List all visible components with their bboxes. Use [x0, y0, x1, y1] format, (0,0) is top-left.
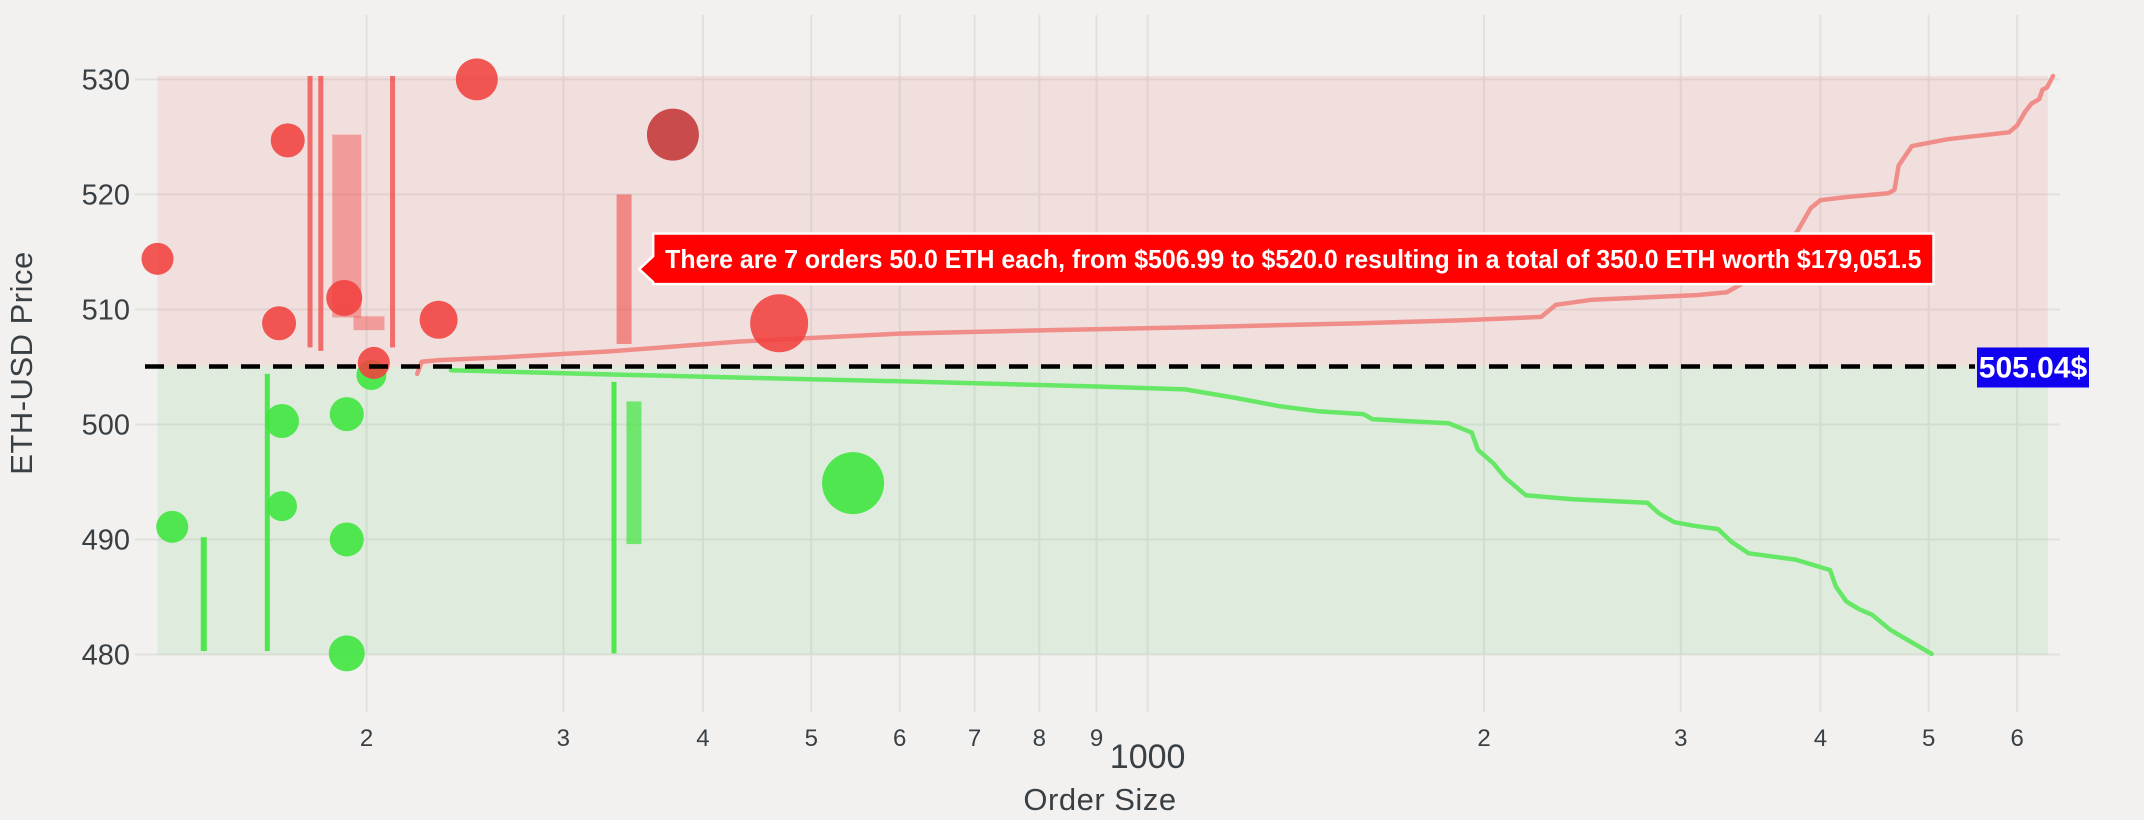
x-tick-label: 5 [1922, 725, 1935, 752]
bid-region [157, 366, 2048, 655]
x-tick-label: 4 [696, 725, 709, 752]
bid-order-bubble[interactable] [264, 404, 299, 439]
order-annotation-box [637, 232, 1935, 286]
ask-order-bubble[interactable] [357, 346, 390, 379]
y-tick-label: 530 [82, 64, 130, 96]
mid-price-label: 505.04$ [1979, 351, 2088, 384]
bid-order-bubble[interactable] [822, 452, 885, 515]
x-tick-label: 7 [968, 725, 981, 752]
y-tick-label: 480 [82, 639, 130, 671]
ask-order-bar[interactable] [390, 75, 396, 348]
y-axis-title: ETH-USD Price [4, 251, 39, 475]
ask-order-bubble[interactable] [646, 108, 699, 161]
ask-order-bar[interactable] [353, 316, 385, 331]
bid-order-bar[interactable] [611, 381, 617, 654]
y-tick-label: 500 [82, 409, 130, 441]
x-tick-label: 4 [1814, 725, 1827, 752]
y-tick-label: 490 [82, 524, 130, 556]
x-axis-title: Order Size [1023, 782, 1177, 817]
mid-price-label-box [1977, 347, 2089, 388]
x-tick-label: 2 [360, 725, 373, 752]
bid-order-bar[interactable] [200, 537, 207, 652]
ask-order-bubble[interactable] [141, 242, 174, 275]
x-tick-label: 6 [893, 725, 906, 752]
ask-order-bubble[interactable] [419, 300, 458, 339]
bid-order-bubble[interactable] [329, 522, 364, 557]
bid-order-bubble[interactable] [328, 635, 365, 672]
ask-order-bar[interactable] [616, 194, 632, 344]
x-tick-label: 8 [1033, 725, 1046, 752]
x-tick-label: 5 [805, 725, 818, 752]
ask-order-bubble[interactable] [270, 123, 305, 158]
bid-order-bubble[interactable] [329, 397, 364, 432]
bid-order-bar[interactable] [626, 401, 642, 545]
x-tick-label: 6 [2010, 725, 2023, 752]
x-tick-label: 3 [1674, 725, 1687, 752]
ask-order-bar[interactable] [318, 75, 324, 351]
ask-order-bar[interactable] [307, 75, 313, 348]
ask-region [157, 75, 2048, 367]
x-tick-label: 9 [1090, 725, 1103, 752]
y-tick-label: 510 [82, 294, 130, 326]
bid-order-bubble[interactable] [156, 510, 189, 543]
bid-depth-line[interactable] [448, 367, 1934, 657]
order-annotation-text: There are 7 orders 50.0 ETH each, from $… [665, 244, 1921, 274]
x-tick-label: 3 [557, 725, 570, 752]
bid-order-bubble[interactable] [266, 491, 297, 522]
ask-order-bubble[interactable] [326, 279, 363, 316]
y-tick-label: 520 [82, 179, 130, 211]
ask-order-bubble[interactable] [455, 58, 498, 101]
x-tick-label: 2 [1477, 725, 1490, 752]
x-tick-label: 1000 [1110, 738, 1186, 776]
ask-order-bubble[interactable] [262, 306, 297, 341]
ask-order-bubble[interactable] [750, 294, 809, 353]
bid-order-bar[interactable] [264, 373, 270, 652]
